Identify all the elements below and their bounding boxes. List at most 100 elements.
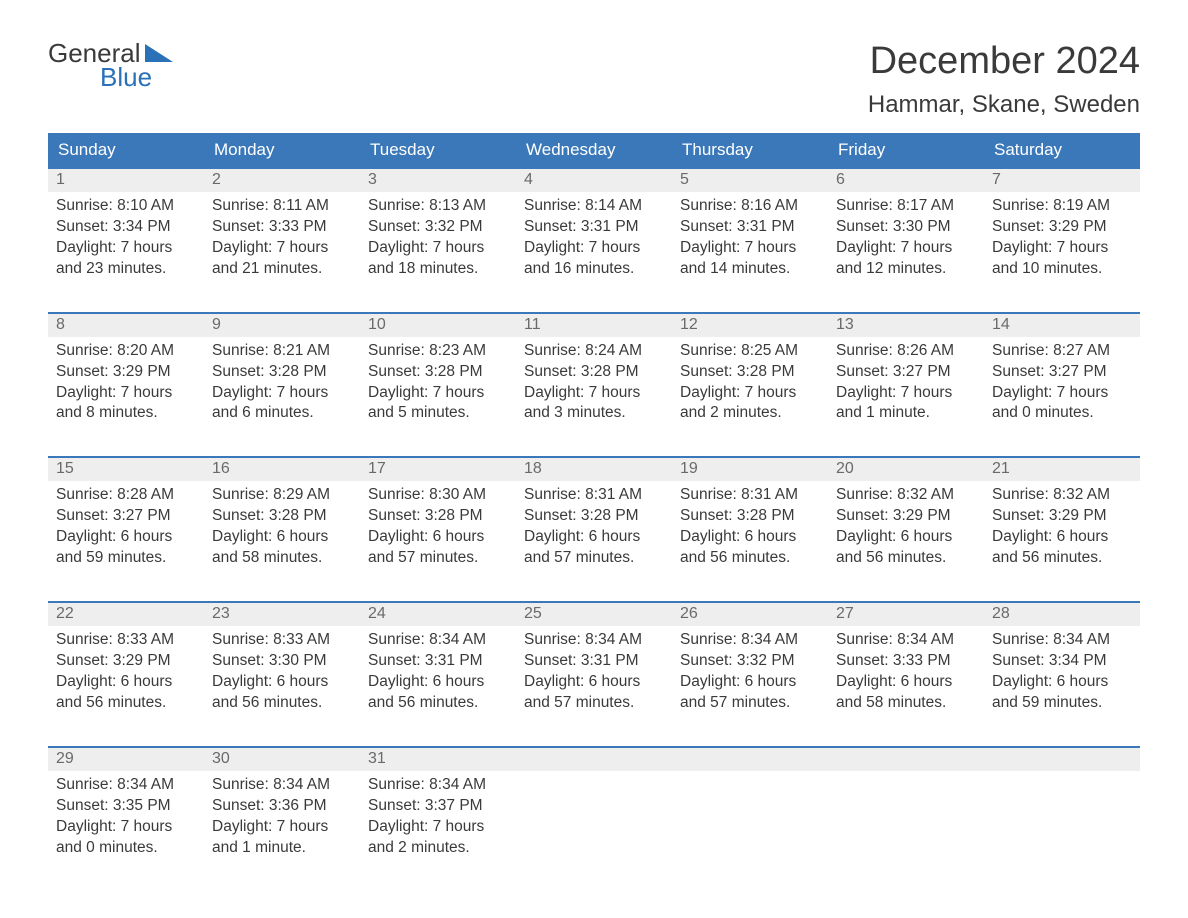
sunrise-line: Sunrise: 8:29 AM — [212, 485, 352, 506]
daylight-line-1: Daylight: 7 hours — [680, 383, 820, 404]
sunset-line: Sunset: 3:34 PM — [992, 651, 1132, 672]
sunrise-line: Sunrise: 8:28 AM — [56, 485, 196, 506]
day-number: 31 — [360, 748, 516, 771]
sunrise-line: Sunrise: 8:34 AM — [836, 630, 976, 651]
day-number: 12 — [672, 314, 828, 337]
day-number: 20 — [828, 458, 984, 481]
daylight-line-2: and 56 minutes. — [212, 693, 352, 714]
weeks-container: 1234567Sunrise: 8:10 AMSunset: 3:34 PMDa… — [48, 167, 1140, 864]
daylight-line-1: Daylight: 7 hours — [212, 817, 352, 838]
day-cell: Sunrise: 8:34 AMSunset: 3:36 PMDaylight:… — [204, 771, 360, 865]
daylight-line-1: Daylight: 7 hours — [212, 383, 352, 404]
sunset-line: Sunset: 3:28 PM — [212, 362, 352, 383]
daylight-line-2: and 58 minutes. — [212, 548, 352, 569]
day-number: 4 — [516, 169, 672, 192]
day-number: 11 — [516, 314, 672, 337]
daynum-strip: 1234567 — [48, 169, 1140, 192]
weekday-header: Tuesday — [360, 133, 516, 167]
day-number — [828, 748, 984, 771]
daylight-line-2: and 6 minutes. — [212, 403, 352, 424]
sunset-line: Sunset: 3:32 PM — [680, 651, 820, 672]
sunrise-line: Sunrise: 8:31 AM — [680, 485, 820, 506]
day-cell: Sunrise: 8:13 AMSunset: 3:32 PMDaylight:… — [360, 192, 516, 286]
day-number: 16 — [204, 458, 360, 481]
day-number: 7 — [984, 169, 1140, 192]
daylight-line-1: Daylight: 6 hours — [212, 672, 352, 693]
daylight-line-2: and 59 minutes. — [56, 548, 196, 569]
daylight-line-2: and 5 minutes. — [368, 403, 508, 424]
daylight-line-1: Daylight: 7 hours — [56, 238, 196, 259]
daylight-line-2: and 16 minutes. — [524, 259, 664, 280]
daylight-line-1: Daylight: 7 hours — [524, 383, 664, 404]
sunset-line: Sunset: 3:28 PM — [680, 506, 820, 527]
weekday-header: Friday — [828, 133, 984, 167]
day-cell: Sunrise: 8:26 AMSunset: 3:27 PMDaylight:… — [828, 337, 984, 431]
day-cell: Sunrise: 8:19 AMSunset: 3:29 PMDaylight:… — [984, 192, 1140, 286]
day-number — [672, 748, 828, 771]
daylight-line-1: Daylight: 6 hours — [836, 527, 976, 548]
daylight-line-2: and 1 minute. — [212, 838, 352, 859]
day-number: 19 — [672, 458, 828, 481]
day-cell: Sunrise: 8:34 AMSunset: 3:34 PMDaylight:… — [984, 626, 1140, 720]
daylight-line-1: Daylight: 7 hours — [524, 238, 664, 259]
day-number: 9 — [204, 314, 360, 337]
day-number: 30 — [204, 748, 360, 771]
sunrise-line: Sunrise: 8:14 AM — [524, 196, 664, 217]
week-row: 293031 Sunrise: 8:34 AMSunset: 3:35 PMDay… — [48, 746, 1140, 865]
day-number — [984, 748, 1140, 771]
daylight-line-1: Daylight: 7 hours — [992, 383, 1132, 404]
daylight-line-2: and 3 minutes. — [524, 403, 664, 424]
day-number: 14 — [984, 314, 1140, 337]
day-number — [516, 748, 672, 771]
sunset-line: Sunset: 3:27 PM — [836, 362, 976, 383]
sunrise-line: Sunrise: 8:34 AM — [524, 630, 664, 651]
day-cell: Sunrise: 8:29 AMSunset: 3:28 PMDaylight:… — [204, 481, 360, 575]
sunrise-line: Sunrise: 8:34 AM — [680, 630, 820, 651]
sunset-line: Sunset: 3:29 PM — [56, 651, 196, 672]
daylight-line-1: Daylight: 6 hours — [524, 672, 664, 693]
daylight-line-2: and 57 minutes. — [524, 548, 664, 569]
daylight-line-1: Daylight: 7 hours — [368, 817, 508, 838]
daylight-line-1: Daylight: 6 hours — [56, 672, 196, 693]
day-cell: Sunrise: 8:24 AMSunset: 3:28 PMDaylight:… — [516, 337, 672, 431]
daylight-line-2: and 18 minutes. — [368, 259, 508, 280]
logo-triangle-icon — [145, 44, 173, 62]
daylight-line-1: Daylight: 7 hours — [56, 383, 196, 404]
day-cell: Sunrise: 8:33 AMSunset: 3:30 PMDaylight:… — [204, 626, 360, 720]
sunset-line: Sunset: 3:35 PM — [56, 796, 196, 817]
logo: General Blue — [48, 40, 173, 90]
day-cell: Sunrise: 8:34 AMSunset: 3:31 PMDaylight:… — [516, 626, 672, 720]
title-block: December 2024 Hammar, Skane, Sweden — [868, 40, 1140, 119]
day-number: 3 — [360, 169, 516, 192]
sunset-line: Sunset: 3:29 PM — [992, 217, 1132, 238]
sunset-line: Sunset: 3:33 PM — [836, 651, 976, 672]
sunset-line: Sunset: 3:28 PM — [524, 362, 664, 383]
day-cell: Sunrise: 8:30 AMSunset: 3:28 PMDaylight:… — [360, 481, 516, 575]
day-number: 29 — [48, 748, 204, 771]
sunset-line: Sunset: 3:28 PM — [212, 506, 352, 527]
daylight-line-2: and 56 minutes. — [368, 693, 508, 714]
daylight-line-1: Daylight: 6 hours — [524, 527, 664, 548]
daylight-line-2: and 0 minutes. — [992, 403, 1132, 424]
daylight-line-2: and 56 minutes. — [680, 548, 820, 569]
week-row: 22232425262728Sunrise: 8:33 AMSunset: 3:… — [48, 601, 1140, 720]
sunrise-line: Sunrise: 8:33 AM — [212, 630, 352, 651]
daynum-strip: 891011121314 — [48, 314, 1140, 337]
daylight-line-1: Daylight: 6 hours — [992, 672, 1132, 693]
sunrise-line: Sunrise: 8:30 AM — [368, 485, 508, 506]
day-number: 13 — [828, 314, 984, 337]
sunrise-line: Sunrise: 8:25 AM — [680, 341, 820, 362]
daylight-line-2: and 56 minutes. — [992, 548, 1132, 569]
sunset-line: Sunset: 3:36 PM — [212, 796, 352, 817]
sunrise-line: Sunrise: 8:13 AM — [368, 196, 508, 217]
day-number: 26 — [672, 603, 828, 626]
day-cell — [984, 771, 1140, 865]
daylight-line-1: Daylight: 6 hours — [212, 527, 352, 548]
sunrise-line: Sunrise: 8:16 AM — [680, 196, 820, 217]
sunset-line: Sunset: 3:31 PM — [524, 217, 664, 238]
day-number: 21 — [984, 458, 1140, 481]
daylight-line-2: and 57 minutes. — [368, 548, 508, 569]
day-cell: Sunrise: 8:34 AMSunset: 3:35 PMDaylight:… — [48, 771, 204, 865]
day-number: 18 — [516, 458, 672, 481]
daylight-line-2: and 12 minutes. — [836, 259, 976, 280]
